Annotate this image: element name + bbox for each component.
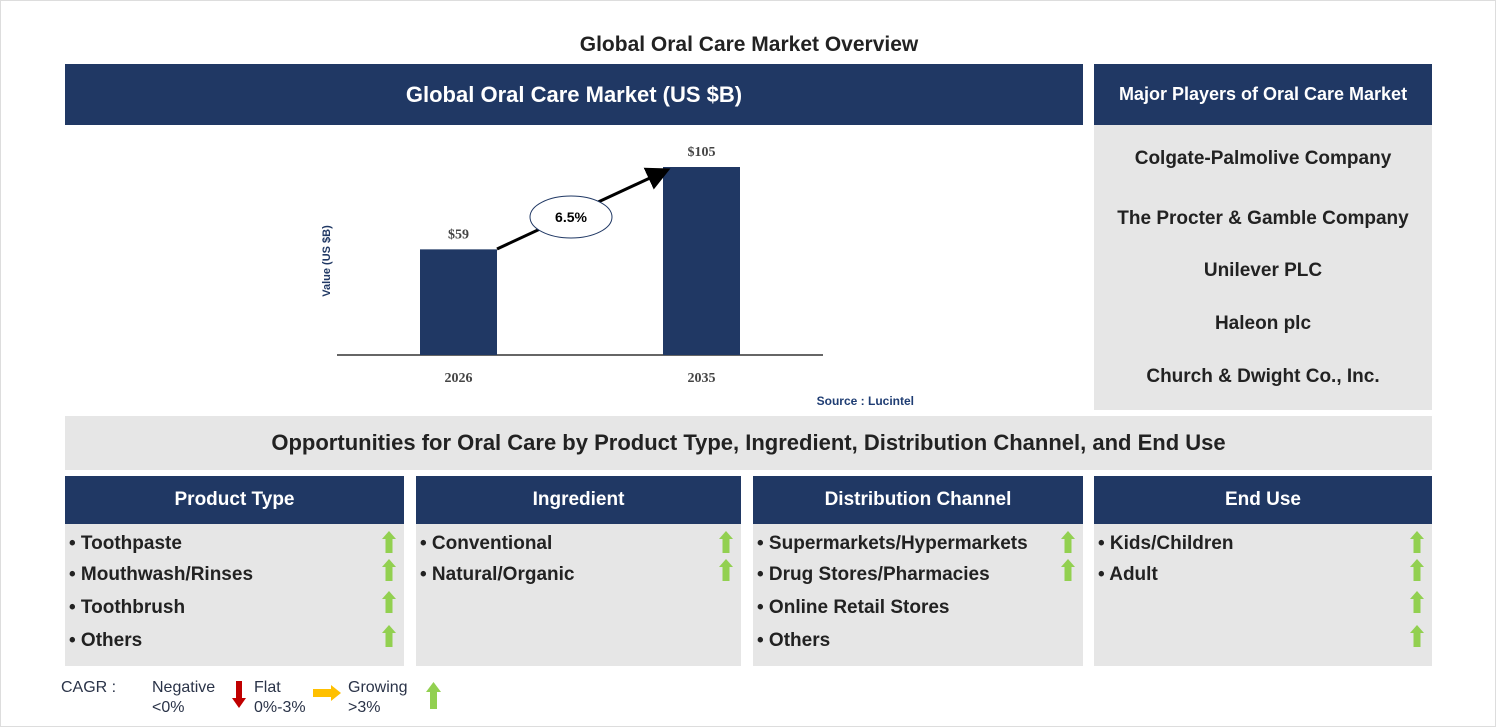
segment-item: • Toothbrush	[69, 597, 186, 618]
players-panel	[1094, 125, 1432, 410]
bar-2026	[420, 249, 497, 355]
arrow-up-green-icon	[382, 531, 396, 553]
opportunities-header: Opportunities for Oral Care by Product T…	[65, 416, 1432, 470]
arrow-down-red-icon	[232, 681, 246, 708]
segment-item: • Others	[757, 630, 831, 651]
cagr-ellipse	[529, 195, 613, 239]
arrow-up-green-icon	[1061, 531, 1075, 553]
arrow-up-green-icon	[426, 682, 441, 709]
chart-header: Global Oral Care Market (US $B)	[65, 64, 1083, 125]
arrow-up-green-icon	[1410, 559, 1424, 581]
segment-item: • Others	[69, 630, 143, 651]
arrow-right-yellow-icon	[313, 685, 341, 701]
bar-chart: Value (US $B) $59 2026 $105 2035 6.5% Sourc…	[321, 145, 914, 408]
segment-item: • Toothpaste	[69, 533, 182, 554]
cagr-label: 6.5%	[555, 209, 587, 225]
players-header: Major Players of Oral Care Market	[1094, 64, 1432, 125]
arrow-up-green-icon	[382, 625, 396, 647]
segment-item: • Online Retail Stores	[757, 597, 950, 618]
segment-panel	[416, 524, 741, 666]
legend-flat: Flat 0%-3%	[254, 678, 306, 718]
arrow-up-green-icon	[719, 531, 733, 553]
legend-growing-label: Growing	[348, 679, 408, 696]
legend-negative-range: <0%	[152, 699, 185, 716]
legend-cagr-label: CAGR :	[61, 679, 117, 696]
page-title: Global Oral Care Market Overview	[579, 33, 919, 56]
legend-negative-label: Negative	[152, 679, 216, 696]
legend-negative: Negative <0%	[152, 678, 215, 718]
segment-item: • Conventional	[420, 533, 553, 554]
y-axis-label: Value (US $B)	[321, 225, 333, 297]
player-item: Colgate-Palmolive Company	[1134, 148, 1392, 169]
segment-panel	[65, 524, 404, 666]
player-item: The Procter & Gamble Company	[1117, 208, 1409, 229]
segment-item: • Adult	[1098, 564, 1158, 585]
segment-panel	[1094, 524, 1432, 666]
segment-item: • Kids/Children	[1098, 533, 1234, 554]
segment-header: Product Type	[65, 476, 404, 524]
segment-item: • Supermarkets/Hypermarkets	[757, 533, 1028, 554]
arrow-up-green-icon	[1410, 591, 1424, 613]
segment-item: • Drug Stores/Pharmacies	[757, 564, 990, 585]
segment-header: End Use	[1094, 476, 1432, 524]
player-item: Unilever PLC	[1203, 260, 1323, 281]
data-label: $59	[448, 227, 469, 242]
player-item: Church & Dwight Co., Inc.	[1146, 366, 1380, 387]
arrow-up-green-icon	[719, 559, 733, 581]
arrow-up-green-icon	[1061, 559, 1075, 581]
segment-header: Ingredient	[416, 476, 741, 524]
arrow-up-green-icon	[1410, 531, 1424, 553]
segment-panel	[753, 524, 1083, 666]
arrow-up-green-icon	[382, 559, 396, 581]
segment-header: Distribution Channel	[753, 476, 1083, 524]
x-tick-label: 2035	[688, 371, 716, 386]
segment-item: • Natural/Organic	[420, 564, 575, 585]
legend-growing: Growing >3%	[348, 678, 408, 718]
arrow-up-green-icon	[1410, 625, 1424, 647]
source-label: Source : Lucintel	[817, 394, 914, 408]
legend-flat-range: 0%-3%	[254, 699, 306, 716]
segment-item: • Mouthwash/Rinses	[69, 564, 254, 585]
legend-growing-range: >3%	[348, 699, 381, 716]
bar-2035	[663, 167, 740, 355]
arrow-up-green-icon	[382, 591, 396, 613]
player-item: Haleon plc	[1214, 313, 1312, 334]
legend-flat-label: Flat	[254, 679, 281, 696]
data-label: $105	[688, 145, 716, 160]
x-tick-label: 2026	[445, 371, 473, 386]
